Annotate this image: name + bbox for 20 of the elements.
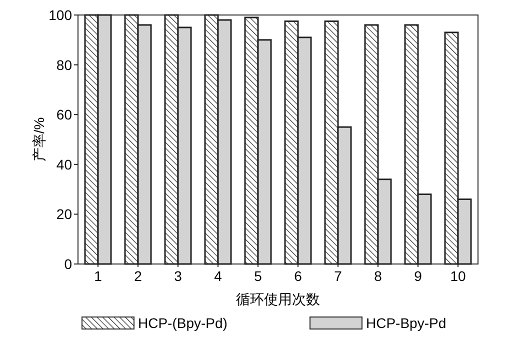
legend-label: HCP-Bpy-Pd [366,315,446,331]
x-tick-label: 5 [254,268,262,284]
x-tick-label: 10 [450,268,466,284]
x-tick-label: 6 [294,268,302,284]
y-tick-label: 100 [48,7,72,23]
x-tick-label: 7 [334,268,342,284]
y-axis-title: 产率/% [31,117,47,162]
y-tick-label: 20 [56,206,72,222]
y-tick-label: 40 [56,156,72,172]
x-tick-label: 3 [174,268,182,284]
x-tick-label: 2 [134,268,142,284]
x-tick-label: 4 [214,268,222,284]
legend-label: HCP-(Bpy-Pd) [138,315,228,331]
x-tick-label: 1 [94,268,102,284]
y-tick-label: 80 [56,56,72,73]
x-axis-title: 循环使用次数 [236,291,320,307]
y-tick-label: 0 [64,256,72,272]
y-tick-label: 60 [56,106,72,123]
x-tick-label: 9 [414,268,422,284]
x-tick-label: 8 [374,268,382,284]
